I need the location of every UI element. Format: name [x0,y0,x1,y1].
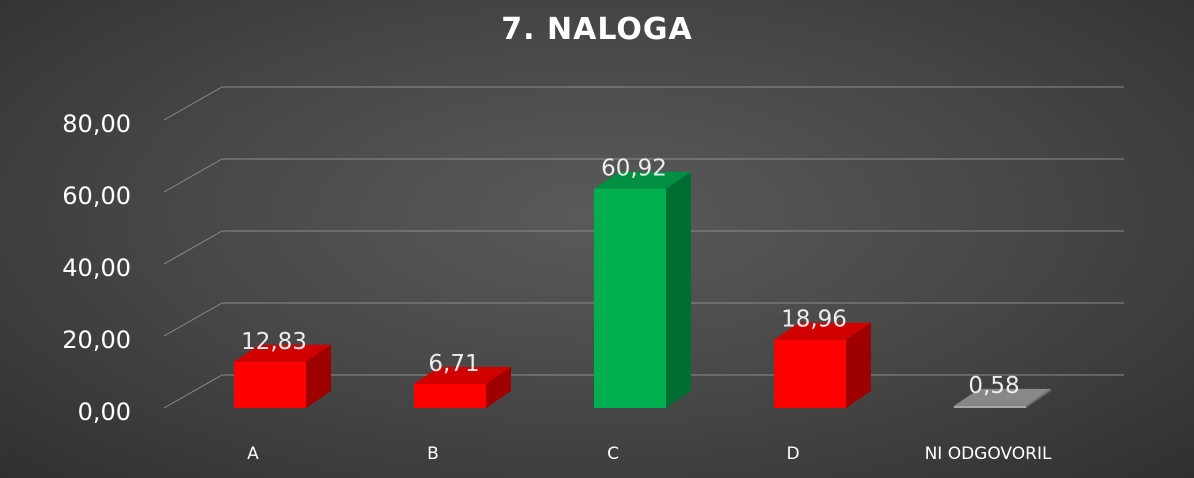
y-tick-label: 20,00 [62,326,131,354]
bar-top [954,388,1051,406]
chart-title: 7. NALOGA [501,12,693,47]
bar [774,339,846,408]
bar [234,361,306,408]
gridline-depth [163,302,223,337]
y-tick-label: 60,00 [62,182,131,210]
bar-side [666,171,691,408]
x-tick-label: C [607,444,619,464]
data-label: 0,58 [968,373,1019,399]
bar [954,405,1026,408]
gridline-depth [163,86,223,121]
y-tick-label: 40,00 [62,254,131,282]
x-tick-label: A [247,444,259,464]
gridline-depth [163,158,223,193]
x-tick-label: NI ODGOVORIL [925,444,1052,464]
data-label: 60,92 [601,156,667,182]
bar [414,383,486,408]
data-label: 18,96 [781,307,847,333]
bar-top [414,366,511,384]
gridline-depth [163,230,223,265]
x-tick-label: B [427,444,439,464]
x-tick-label: D [786,444,799,464]
bar-side [486,366,511,408]
y-tick-label: 0,00 [78,398,131,426]
data-label: 6,71 [428,351,479,377]
gridline-depth [163,374,223,409]
bar [594,188,666,408]
bar-top [774,322,871,340]
y-tick-label: 80,00 [62,110,131,138]
bar-top [594,171,691,189]
bar-side [1026,388,1051,408]
bar-top [234,344,331,362]
bar-side [846,322,871,408]
data-label: 12,83 [241,329,307,355]
bar-side [306,344,331,408]
